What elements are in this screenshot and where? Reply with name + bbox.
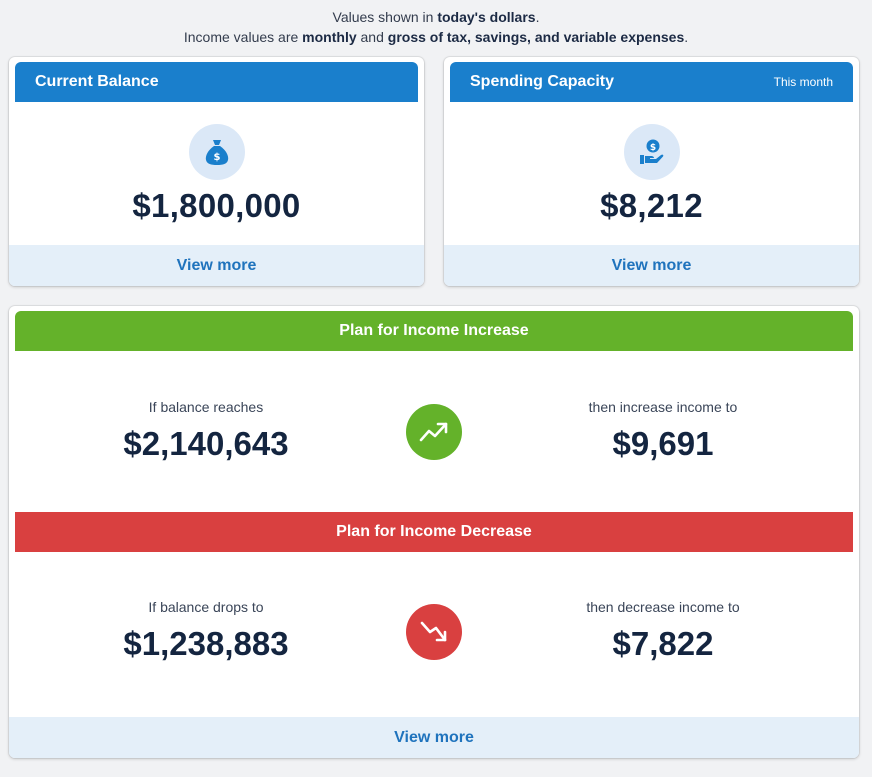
note-emphasis: gross of tax, savings, and variable expe…: [387, 29, 685, 45]
increase-right-label: then increase income to: [588, 399, 738, 415]
hand-coin-icon: $: [624, 124, 680, 180]
increase-left-value: $2,140,643: [123, 425, 289, 462]
spending-capacity-card: Spending Capacity This month $ $8,212 Vi…: [444, 57, 859, 286]
decrease-right-label: then decrease income to: [586, 599, 740, 615]
income-plan-card: Plan for Income Increase If balance reac…: [9, 306, 859, 758]
svg-text:$: $: [214, 152, 221, 163]
note-text: Income values are: [183, 29, 303, 45]
income-decrease-title: Plan for Income Decrease: [336, 523, 532, 540]
current-balance-value: $1,800,000: [132, 187, 301, 224]
income-decrease-header: Plan for Income Decrease: [15, 512, 853, 552]
decrease-left-value: $1,238,883: [123, 625, 289, 662]
spending-capacity-header: Spending Capacity This month: [450, 62, 853, 102]
current-balance-title: Current Balance: [35, 73, 159, 90]
note-emphasis: today's dollars: [437, 9, 536, 25]
increase-right-value: $9,691: [612, 425, 714, 462]
income-note: Income values are monthly and gross of t…: [0, 28, 872, 46]
income-increase-header: Plan for Income Increase: [15, 311, 853, 351]
trend-down-icon: [406, 604, 462, 660]
note-text: and: [356, 29, 388, 45]
income-plan-view-more-button[interactable]: View more: [9, 717, 859, 758]
spending-capacity-title: Spending Capacity: [470, 73, 615, 90]
note-text: Values shown in: [332, 9, 438, 25]
money-bag-icon: $: [189, 124, 245, 180]
spending-capacity-view-more-button[interactable]: View more: [444, 245, 859, 286]
decrease-right-value: $7,822: [612, 625, 714, 662]
note-text: .: [684, 29, 689, 45]
decrease-left-label: If balance drops to: [148, 599, 264, 615]
current-balance-header: Current Balance: [15, 62, 418, 102]
spending-capacity-value: $8,212: [600, 187, 703, 224]
svg-text:$: $: [650, 143, 656, 153]
period-tag: This month: [773, 75, 833, 89]
increase-left-label: If balance reaches: [148, 399, 264, 415]
income-increase-title: Plan for Income Increase: [339, 322, 529, 339]
trend-up-icon: [406, 404, 462, 460]
current-balance-view-more-button[interactable]: View more: [9, 245, 424, 286]
note-emphasis: monthly: [302, 29, 357, 45]
note-text: .: [535, 9, 540, 25]
dollars-note: Values shown in today's dollars.: [0, 8, 872, 26]
current-balance-card: Current Balance $ $1,800,000 View more: [9, 57, 424, 286]
